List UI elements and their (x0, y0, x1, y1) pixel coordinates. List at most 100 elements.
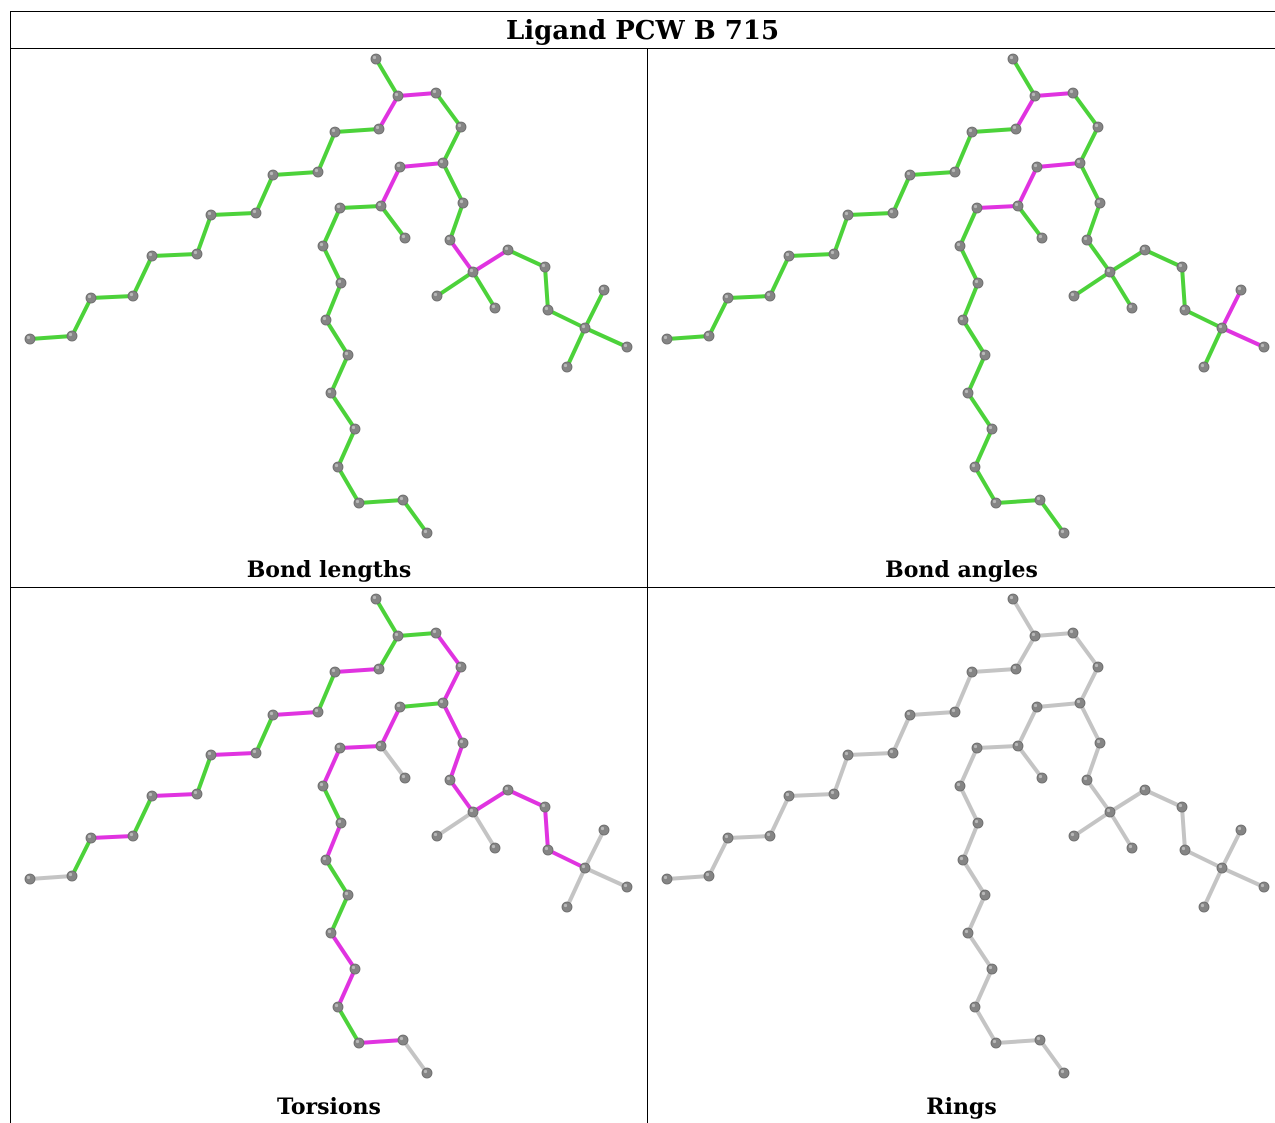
atom-13 (986, 423, 998, 435)
atom-16 (397, 494, 409, 506)
atom-highlight-10 (322, 856, 327, 861)
bond-19 (953, 130, 974, 174)
bond-36 (1143, 788, 1184, 809)
atom-18 (1010, 123, 1022, 135)
bond-8 (958, 244, 980, 285)
bond-19 (953, 670, 974, 714)
atom-28 (703, 330, 715, 342)
bond-33 (435, 810, 475, 838)
bond-15 (994, 1038, 1042, 1045)
atom-34 (431, 830, 443, 842)
atom-14 (969, 1001, 981, 1013)
bond-26 (89, 834, 135, 840)
bond-4 (398, 701, 445, 709)
atom-6 (1012, 740, 1024, 752)
bond-5 (379, 165, 402, 208)
bond-38 (546, 308, 587, 330)
atom-highlight-2 (432, 629, 437, 634)
atom-4 (437, 697, 449, 709)
atom-17 (421, 1067, 433, 1079)
atom-42 (561, 361, 573, 373)
atom-highlight-33 (469, 268, 474, 273)
atom-16 (397, 1034, 409, 1046)
atom-highlight-18 (375, 125, 380, 130)
atom-highlight-30 (401, 774, 406, 779)
atom-26 (764, 290, 776, 302)
atom-highlight-16 (1036, 496, 1041, 501)
atom-highlight-40 (1237, 826, 1242, 831)
atom-highlight-17 (423, 529, 428, 534)
atom-2 (430, 87, 442, 99)
atom-highlight-15 (355, 1039, 360, 1044)
atom-highlight-22 (252, 209, 257, 214)
atom-highlight-4 (1076, 699, 1081, 704)
atom-highlight-5 (1033, 703, 1038, 708)
bond-37 (543, 265, 550, 312)
atom-highlight-37 (1178, 803, 1183, 808)
atom-highlight-38 (1181, 306, 1186, 311)
bond-23 (832, 213, 850, 256)
atom-highlight-4 (439, 159, 444, 164)
bond-8 (321, 244, 343, 285)
bond-10 (961, 858, 987, 897)
atom-16 (1034, 1034, 1046, 1046)
atom-highlight-34 (433, 292, 438, 297)
atom-highlight-35 (1128, 304, 1133, 309)
bond-3 (441, 665, 463, 705)
atom-highlight-10 (959, 316, 964, 321)
bond-7 (321, 746, 342, 788)
bond-31 (1085, 201, 1102, 242)
atom-36 (1139, 784, 1151, 796)
atom-highlight-30 (1038, 234, 1043, 239)
atom-highlight-24 (193, 790, 198, 795)
bond-32 (448, 238, 475, 274)
atom-highlight-40 (600, 286, 605, 291)
bond-4 (1035, 701, 1082, 709)
bond-26 (726, 294, 772, 300)
atom-1 (1029, 630, 1041, 642)
atom-29 (661, 873, 673, 885)
atom-highlight-25 (148, 792, 153, 797)
bond-1 (1033, 91, 1075, 98)
atom-13 (349, 963, 361, 975)
bond-12 (329, 931, 357, 971)
atom-highlight-35 (491, 304, 496, 309)
atom-highlight-33 (469, 808, 474, 813)
bond-39 (583, 828, 606, 870)
atom-highlight-1 (394, 632, 399, 637)
atom-highlight-21 (906, 711, 911, 716)
bond-3 (1078, 665, 1100, 705)
atom-24 (828, 788, 840, 800)
bond-40 (583, 326, 629, 349)
atom-highlight-39 (581, 324, 586, 329)
atom-highlight-19 (968, 668, 973, 673)
bond-7 (958, 206, 979, 248)
atom-highlight-0 (372, 595, 377, 600)
atom-13 (986, 963, 998, 975)
atom-highlight-1 (1031, 632, 1036, 637)
bond-20 (271, 170, 320, 177)
atom-highlight-5 (396, 163, 401, 168)
atom-highlight-3 (457, 663, 462, 668)
atom-11 (342, 889, 354, 901)
atom-highlight-16 (1036, 1036, 1041, 1041)
bond-41 (1202, 866, 1224, 909)
bond-9 (324, 821, 343, 862)
bond-29 (1016, 204, 1044, 240)
bond-21 (254, 173, 275, 215)
atom-highlight-1 (394, 92, 399, 97)
bond-18 (970, 127, 1018, 134)
bond-2 (1071, 91, 1100, 129)
bond-3 (1078, 125, 1100, 165)
atom-28 (66, 870, 78, 882)
atom-26 (127, 290, 139, 302)
atom-highlight-32 (446, 776, 451, 781)
atom-highlight-29 (663, 335, 668, 340)
bond-11 (329, 893, 350, 935)
atom-5 (394, 161, 406, 173)
atom-highlight-11 (981, 351, 986, 356)
bond-37 (1180, 265, 1187, 312)
caption-rings: Rings (926, 1094, 997, 1120)
atom-37 (539, 801, 551, 813)
bond-14 (973, 465, 998, 505)
